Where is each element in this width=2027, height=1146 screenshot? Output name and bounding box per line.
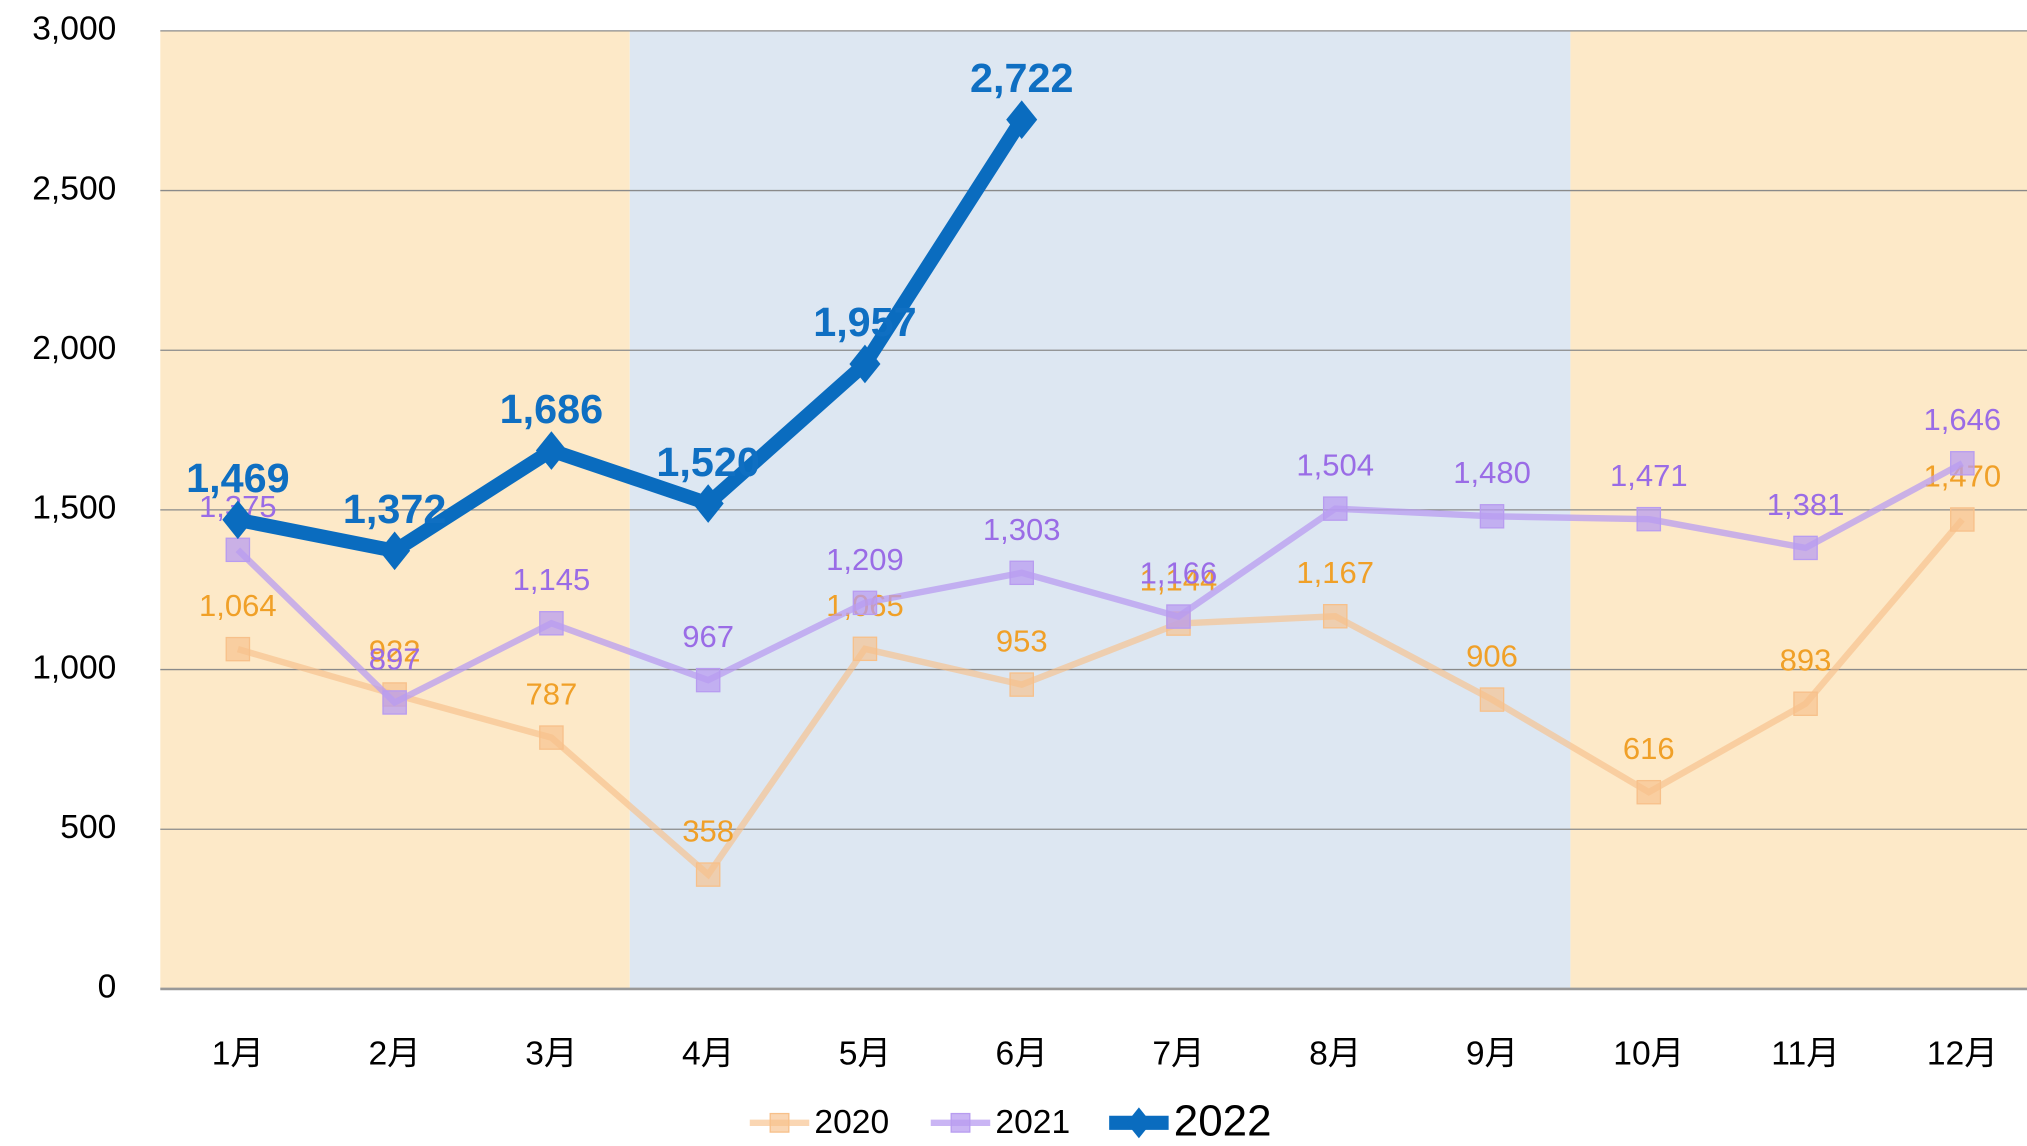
data-label: 1,303: [983, 512, 1061, 547]
data-label: 358: [682, 814, 734, 849]
data-label: 953: [996, 624, 1048, 659]
point: [695, 862, 721, 887]
legend-marker: [769, 1112, 790, 1133]
data-label: 1,209: [826, 542, 904, 577]
point: [225, 636, 251, 662]
data-label: 906: [1466, 639, 1518, 674]
x-tick-label: 11月: [1771, 1036, 1839, 1073]
data-label: 922: [369, 633, 421, 668]
point: [1636, 779, 1662, 805]
point: [539, 725, 564, 750]
data-label: 1,504: [1296, 448, 1374, 483]
point: [382, 690, 407, 715]
point: [695, 667, 721, 693]
legend-label: 2022: [1174, 1097, 1272, 1146]
point: [222, 500, 254, 540]
point: [1166, 604, 1191, 629]
point: [852, 636, 878, 662]
data-label: 1,166: [1140, 556, 1218, 591]
x-tick-label: 7月: [1152, 1036, 1204, 1073]
data-label: 2,722: [970, 55, 1073, 101]
data-label: 893: [1780, 643, 1832, 678]
series-line: [235, 460, 1964, 707]
data-label: 1,145: [513, 562, 591, 597]
x-tick-label: 1月: [212, 1036, 264, 1073]
data-label: 787: [526, 677, 578, 712]
data-label: 1,144: [1140, 563, 1218, 598]
point: [1009, 672, 1034, 697]
y-tick-label: 1,000: [32, 649, 116, 686]
point: [852, 590, 878, 616]
data-label: 1,167: [1296, 555, 1374, 590]
point: [1636, 506, 1662, 532]
point: [539, 611, 564, 636]
legend-marker: [1126, 1107, 1152, 1139]
series-line: [236, 115, 1028, 559]
data-label: 1,686: [500, 386, 603, 432]
legend-marker: [950, 1112, 971, 1133]
legend-label: 2021: [995, 1104, 1070, 1141]
data-label: 1,520: [656, 439, 759, 485]
point: [1322, 604, 1348, 629]
data-label: 967: [682, 619, 734, 654]
data-label: 616: [1623, 731, 1675, 766]
point: [1950, 451, 1975, 476]
point: [1793, 535, 1818, 561]
x-tick-label: 12月: [1927, 1036, 1998, 1073]
point: [535, 431, 567, 470]
data-label: 1,646: [1924, 402, 2002, 437]
x-tick-label: 4月: [682, 1036, 734, 1073]
point: [1479, 504, 1505, 529]
x-tick-label: 10月: [1613, 1036, 1684, 1073]
y-tick-label: 0: [98, 969, 117, 1006]
x-tick-label: 5月: [839, 1036, 891, 1073]
point: [1950, 507, 1975, 532]
point: [1793, 691, 1818, 716]
x-tick-label: 3月: [525, 1036, 577, 1073]
y-tick-label: 3,000: [32, 11, 116, 48]
x-tick-label: 2月: [368, 1036, 420, 1073]
y-tick-label: 500: [60, 809, 116, 846]
data-label: 1,469: [186, 455, 289, 501]
data-label: 1,471: [1610, 458, 1688, 493]
y-tick-label: 2,500: [32, 170, 116, 207]
point: [1322, 496, 1348, 521]
data-label: 897: [369, 641, 421, 676]
legend-label: 2020: [814, 1104, 889, 1141]
x-tick-label: 6月: [996, 1036, 1048, 1073]
y-tick-label: 2,000: [32, 330, 116, 367]
point: [1009, 560, 1034, 586]
series-line: [236, 517, 1965, 880]
data-label: 1,957: [813, 299, 916, 345]
point: [225, 537, 251, 563]
x-tick-label: 9月: [1466, 1036, 1518, 1073]
point: [379, 531, 411, 571]
data-label: 1,372: [343, 486, 446, 532]
point: [1479, 687, 1505, 712]
data-label: 1,381: [1767, 487, 1845, 522]
data-label: 1,480: [1453, 455, 1531, 490]
x-tick-label: 8月: [1309, 1036, 1361, 1073]
y-tick-label: 1,500: [32, 490, 116, 527]
point: [1006, 100, 1038, 139]
data-label: 1,064: [199, 588, 277, 623]
